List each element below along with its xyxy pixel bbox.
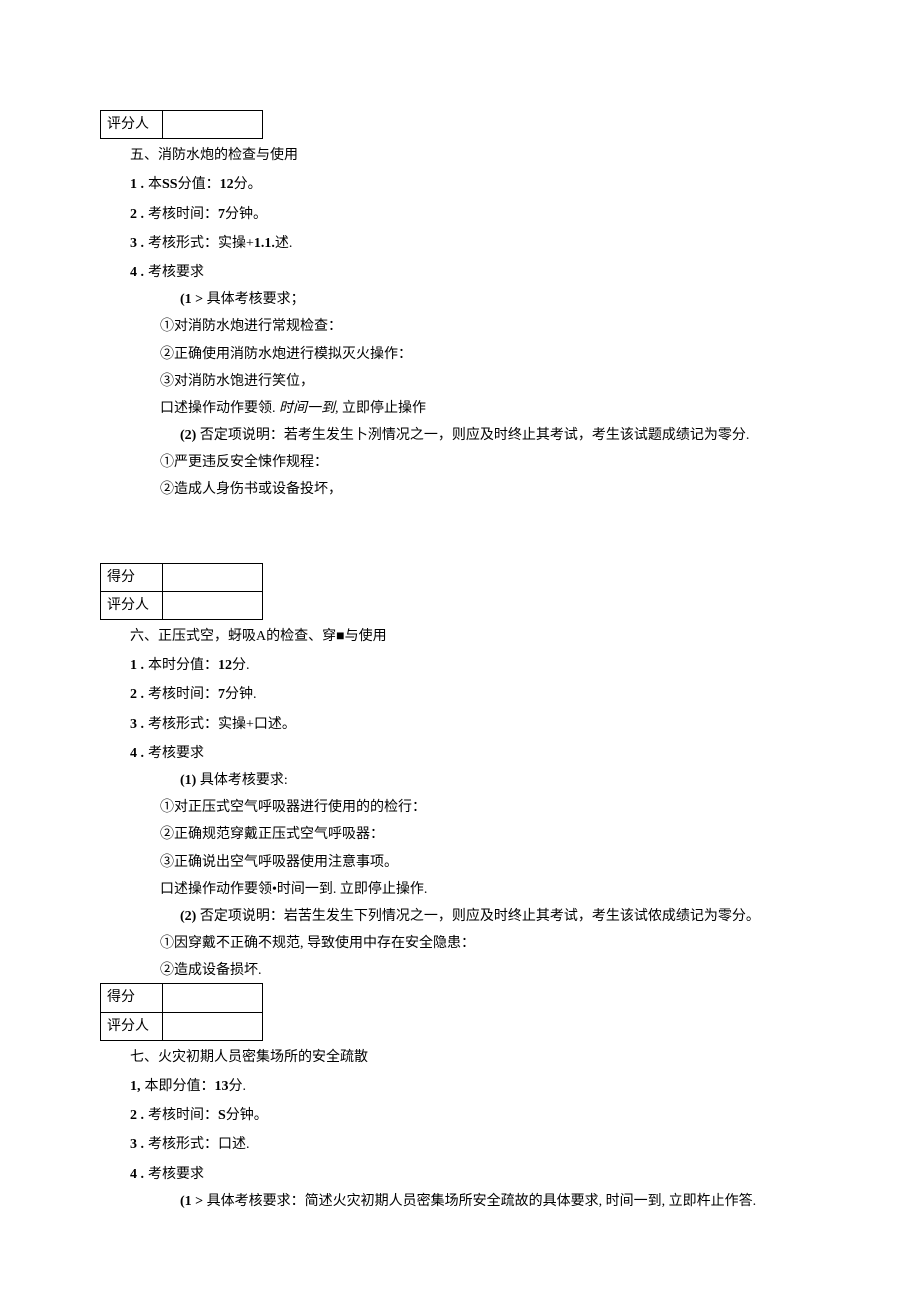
score-table-7: 得分 评分人 <box>100 983 263 1040</box>
s6-c5: ②造成设备损坏. <box>160 958 820 983</box>
score-value <box>163 563 263 591</box>
section-7-title: 七、火灾初期人员密集场所的安全疏散 <box>130 1045 820 1070</box>
grader-label: 评分人 <box>101 591 163 619</box>
s7-line-2: 2 .考核时间：S分钟。 <box>130 1103 820 1128</box>
s6-req1: (1) 具体考核要求: <box>180 768 820 793</box>
s7-line-1: 1,本即分值：13分. <box>130 1074 820 1099</box>
grader-value <box>163 591 263 619</box>
s6-desc1: 口述操作动作要领•时间一到. 立即停止操作. <box>160 877 820 902</box>
section-6-title: 六、正压式空，蚜吸A的检查、穿■与使用 <box>130 624 820 649</box>
s6-line-2: 2 .考核时间：7分钟. <box>130 682 820 707</box>
s5-line-2: 2 .考核时间：7分钟。 <box>130 202 820 227</box>
s7-line-3: 3 .考核形式：口述. <box>130 1132 820 1157</box>
s5-req1: (1 > 具体考核要求； <box>180 287 820 312</box>
section-5-title: 五、消防水炮的检查与使用 <box>130 143 820 168</box>
s5-desc1: 口述操作动作要领. 时间一到, 立即停止操作 <box>160 396 820 421</box>
s5-line-4: 4 .考核要求 <box>130 260 820 285</box>
grader-label: 评分人 <box>101 1012 163 1040</box>
s6-c1: ①对正压式空气呼吸器进行使用的的检行： <box>160 795 820 820</box>
s5-c2: ②正确使用消防水炮进行模拟灭火操作： <box>160 342 820 367</box>
score-label: 得分 <box>101 563 163 591</box>
s5-c5: ②造成人身伤书或设备投坏， <box>160 477 820 502</box>
score-value <box>163 984 263 1012</box>
s7-line-4: 4 .考核要求 <box>130 1162 820 1187</box>
s5-c3: ③对消防水饱进行笑位， <box>160 369 820 394</box>
s6-req2: (2) 否定项说明：岩苦生发生下列情况之一，则应及时终止其考试，考生该试侬成绩记… <box>180 904 820 929</box>
s5-c1: ①对消防水炮进行常规检查： <box>160 314 820 339</box>
s6-c4: ①因穿戴不正确不规范, 导致使用中存在安全隐患： <box>160 931 820 956</box>
grader-label: 评分人 <box>101 111 163 139</box>
s6-line-4: 4 .考核要求 <box>130 741 820 766</box>
s5-req2: (2) 否定项说明：若考生发生卜洌情况之一，则应及时终止其考试，考生该试题成绩记… <box>180 423 820 448</box>
s5-c4: ①严更违反安全悚作规程： <box>160 450 820 475</box>
s7-req1: (1 > 具体考核要求：简述火灾初期人员密集场所安全疏故的具体要求, 时间一到,… <box>180 1189 820 1214</box>
grader-value <box>163 1012 263 1040</box>
s6-line-1: 1 .本时分值：12分. <box>130 653 820 678</box>
s6-c2: ②正确规范穿戴正压式空气呼吸器： <box>160 822 820 847</box>
score-label: 得分 <box>101 984 163 1012</box>
score-table-5-top: 评分人 <box>100 110 263 139</box>
s5-line-3: 3 .考核形式：实操+1.1.述. <box>130 231 820 256</box>
s6-c3: ③正确说出空气呼吸器使用注意事项。 <box>160 850 820 875</box>
s5-line-1: 1 .本SS分值：12分。 <box>130 172 820 197</box>
s6-line-3: 3 .考核形式：实操+口述。 <box>130 712 820 737</box>
grader-value <box>163 111 263 139</box>
score-table-6: 得分 评分人 <box>100 563 263 620</box>
